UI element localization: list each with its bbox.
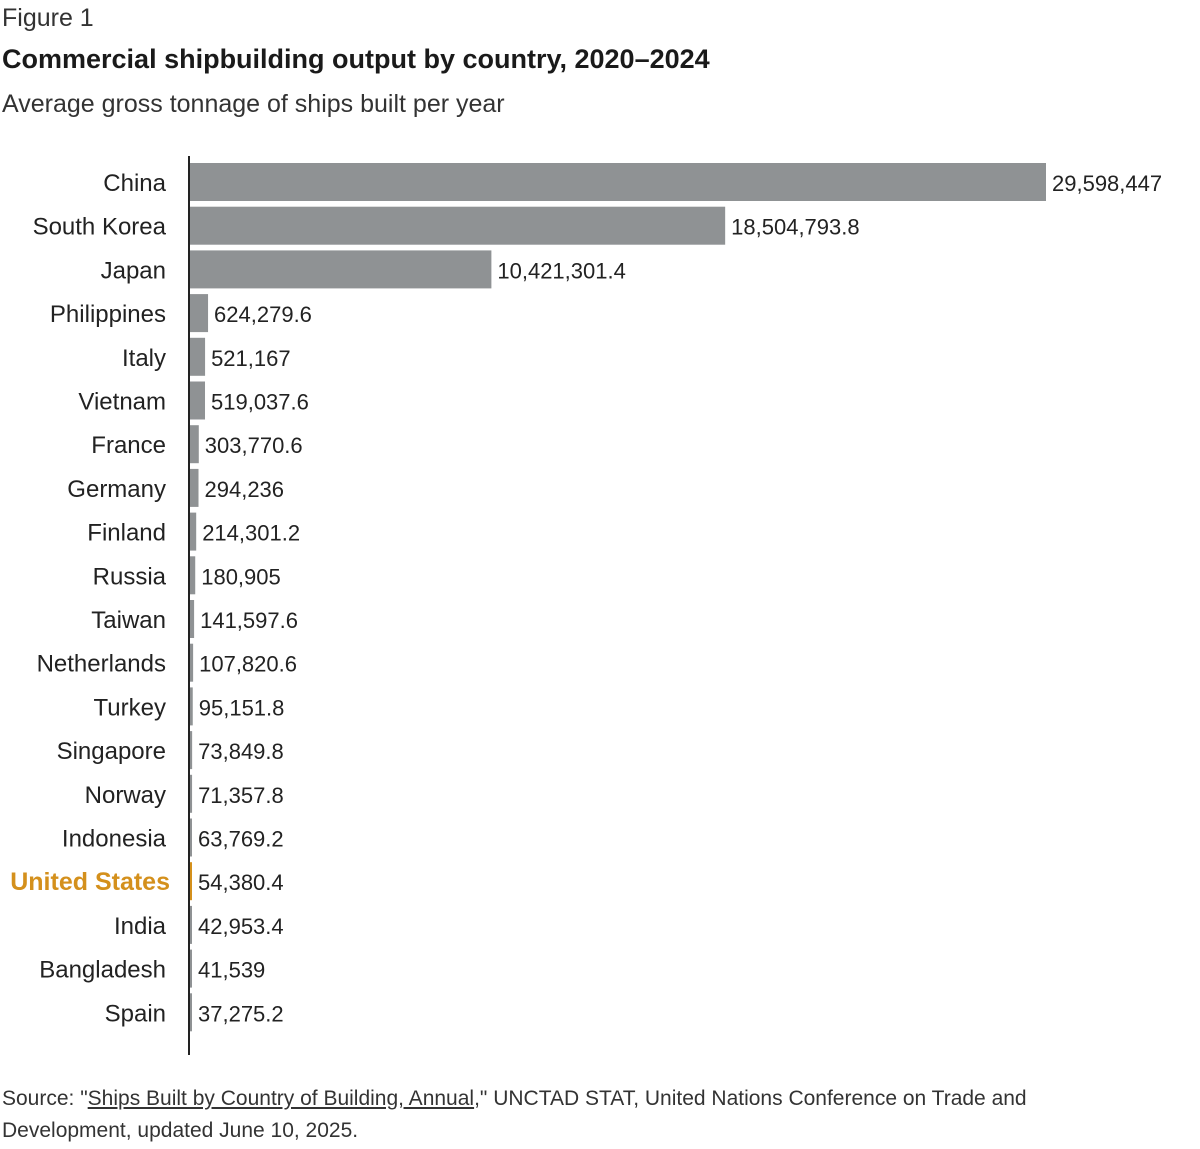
bar-vietnam xyxy=(190,381,206,420)
bar-finland xyxy=(190,512,197,551)
value-label: 10,421,301.4 xyxy=(497,258,625,283)
source-note: Source: "Ships Built by Country of Build… xyxy=(2,1083,1152,1147)
bar-chart: China 29,598,447 South Korea 18,504,793.8 Ja… xyxy=(10,156,1162,1055)
category-label: Taiwan xyxy=(91,607,166,634)
bar-taiwan xyxy=(190,600,195,638)
bar-japan xyxy=(190,250,492,289)
value-label: 214,301.2 xyxy=(202,521,300,546)
category-label: China xyxy=(103,170,166,197)
source-suffix: ," UNCTAD STAT, United Nations Conferenc… xyxy=(2,1087,1027,1142)
value-label: 71,357.8 xyxy=(198,783,284,808)
value-label: 180,905 xyxy=(201,564,281,589)
category-label: Spain xyxy=(105,1000,166,1027)
value-label: 519,037.6 xyxy=(211,390,309,415)
bar-turkey xyxy=(190,687,193,726)
category-label: Bangladesh xyxy=(39,957,166,984)
bar-spain xyxy=(190,993,192,1032)
value-label: 63,769.2 xyxy=(198,827,284,852)
value-label: 18,504,793.8 xyxy=(731,215,859,240)
bar-south-korea xyxy=(190,206,726,245)
category-label: Italy xyxy=(122,345,166,372)
value-label: 294,236 xyxy=(205,477,285,502)
value-label: 41,539 xyxy=(198,958,265,983)
value-label: 37,275.2 xyxy=(198,1001,284,1026)
bar-netherlands xyxy=(190,643,194,682)
value-label: 624,279.6 xyxy=(214,302,312,327)
chart-subtitle: Average gross tonnage of ships built per… xyxy=(2,90,505,118)
bar-germany xyxy=(190,468,199,507)
source-prefix: Source: " xyxy=(2,1087,88,1110)
bar-united-states xyxy=(190,862,192,901)
category-label: Finland xyxy=(87,520,166,547)
category-label: Japan xyxy=(101,257,166,284)
bar-china xyxy=(190,163,1046,201)
bar-russia xyxy=(190,556,196,595)
category-label: Netherlands xyxy=(37,651,166,678)
value-label: 29,598,447 xyxy=(1052,171,1162,196)
value-label: 42,953.4 xyxy=(198,914,284,939)
category-label: South Korea xyxy=(33,214,167,241)
category-label: Turkey xyxy=(94,694,166,721)
category-label: India xyxy=(114,913,167,940)
bar-indonesia xyxy=(190,818,192,857)
bar-france xyxy=(190,425,199,464)
bar-italy xyxy=(190,337,206,376)
bar-bangladesh xyxy=(190,949,192,988)
category-label: Singapore xyxy=(57,738,166,765)
category-label: Norway xyxy=(85,782,166,809)
bar-philippines xyxy=(190,294,209,333)
category-label: Germany xyxy=(67,476,166,503)
value-label: 54,380.4 xyxy=(198,870,284,895)
source-link[interactable]: Ships Built by Country of Building, Annu… xyxy=(87,1087,475,1110)
value-label: 107,820.6 xyxy=(199,652,297,677)
category-label: Philippines xyxy=(50,301,166,328)
category-label: Indonesia xyxy=(62,826,167,853)
bar-singapore xyxy=(190,731,193,770)
figure-label: Figure 1 xyxy=(2,4,94,32)
category-label: France xyxy=(91,432,166,459)
value-label: 95,151.8 xyxy=(199,695,285,720)
category-label: Vietnam xyxy=(78,389,166,416)
value-label: 141,597.6 xyxy=(200,608,298,633)
bar-india xyxy=(190,905,192,944)
value-label: 73,849.8 xyxy=(198,739,284,764)
category-label: Russia xyxy=(93,563,167,590)
category-label: United States xyxy=(10,868,170,896)
chart-title: Commercial shipbuilding output by countr… xyxy=(2,44,710,74)
value-label: 303,770.6 xyxy=(205,433,303,458)
value-label: 521,167 xyxy=(211,346,291,371)
bar-norway xyxy=(190,774,193,813)
